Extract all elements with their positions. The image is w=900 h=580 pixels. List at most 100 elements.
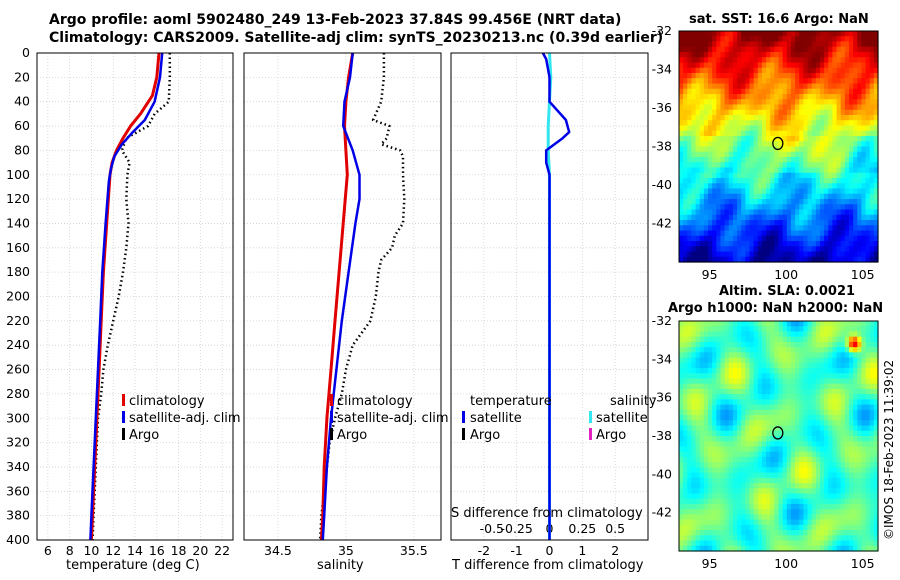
- sst-map-x-tick: 100: [774, 267, 798, 282]
- y-tick-label: 160: [6, 240, 30, 255]
- x-tick-label: 14: [127, 543, 143, 558]
- legend-label: satellite-adj. clim: [129, 411, 241, 426]
- s-tick-label: -0.5: [480, 521, 504, 536]
- legend-swatch: [462, 411, 465, 423]
- climatology-title: Climatology: CARS2009. Satellite-adj cli…: [49, 30, 664, 46]
- legend-label: Argo: [129, 428, 159, 443]
- legend-swatch: [330, 411, 333, 423]
- y-tick-label: 300: [6, 410, 30, 425]
- sla-map-y-tick: -32: [652, 313, 672, 328]
- y-tick-label: 120: [6, 191, 30, 206]
- x-tick-label: 22: [214, 543, 230, 558]
- temperature-axis-label: temperature (deg C): [66, 558, 200, 573]
- legend-label: Argo: [470, 428, 500, 443]
- y-tick-label: 100: [6, 167, 30, 182]
- y-tick-label: 80: [14, 142, 30, 157]
- t-diff-satellite-line: [541, 52, 571, 540]
- panel-frame: [243, 52, 442, 541]
- sst-map-y-tick: -36: [652, 100, 672, 115]
- t-difference-axis-label: T difference from climatology: [452, 558, 644, 573]
- sla-map-frame: [678, 320, 879, 552]
- x-tick-label: 2: [611, 543, 619, 558]
- sla-map-x-tick: 100: [774, 556, 798, 571]
- legend-swatch: [589, 411, 592, 423]
- y-tick-label: 240: [6, 337, 30, 352]
- legend-label: satellite: [470, 411, 522, 426]
- x-tick-label: 8: [66, 543, 74, 558]
- legend-swatch: [122, 411, 125, 423]
- legend-swatch: [462, 428, 465, 440]
- legend-temperature-title: temperature: [470, 394, 552, 409]
- panel-frame: [36, 52, 234, 541]
- x-tick-label: 35.5: [400, 543, 428, 558]
- legend-label: satellite-adj. clim: [337, 411, 449, 426]
- x-tick-label: 34.5: [264, 543, 292, 558]
- sla-map-title-2: Argo h1000: NaN h2000: NaN: [668, 301, 884, 316]
- y-tick-label: 200: [6, 289, 30, 304]
- y-tick-label: 320: [6, 435, 30, 450]
- sla-map-field: [679, 321, 879, 552]
- x-tick-label: 6: [44, 543, 52, 558]
- sla-map-x-tick: 95: [702, 556, 718, 571]
- legend-label: Argo: [596, 428, 626, 443]
- sst-map-y-tick: -40: [652, 177, 672, 192]
- sla-map-x-tick: 105: [851, 556, 875, 571]
- legend-salinity-title: salinity: [610, 394, 657, 409]
- x-tick-label: 10: [83, 543, 99, 558]
- y-tick-label: 140: [6, 215, 30, 230]
- x-tick-label: 0: [546, 543, 554, 558]
- legend-label: satellite: [596, 411, 648, 426]
- s-tick-label: 0.25: [568, 521, 596, 536]
- y-tick-label: 60: [14, 118, 30, 133]
- y-tick-label: 340: [6, 459, 30, 474]
- sst-map-title: sat. SST: 16.6 Argo: NaN: [689, 12, 869, 27]
- sst-map-argo-marker: [772, 136, 784, 151]
- sst-map-x-tick: 105: [851, 267, 875, 282]
- legend-swatch: [122, 428, 125, 440]
- salinity-axis-label: salinity: [317, 558, 364, 573]
- legend-swatch: [589, 428, 592, 440]
- x-tick-label: 20: [192, 543, 208, 558]
- sla-map-y-tick: -38: [652, 428, 672, 443]
- y-tick-label: 220: [6, 313, 30, 328]
- legend-swatch: [122, 394, 125, 406]
- legend-swatch: [330, 394, 333, 406]
- y-tick-label: 360: [6, 483, 30, 498]
- x-tick-label: 1: [578, 543, 586, 558]
- x-tick-label: -2: [478, 543, 490, 558]
- legend-label: Argo: [337, 428, 367, 443]
- sst-map-y-tick: -42: [652, 216, 672, 231]
- y-tick-label: 280: [6, 386, 30, 401]
- temp-satellite-line: [89, 52, 164, 541]
- s-tick-label: 0.5: [605, 521, 625, 536]
- legend-label: climatology: [129, 394, 205, 409]
- sst-map-y-tick: -34: [652, 62, 672, 77]
- x-tick-label: 35: [338, 543, 354, 558]
- x-tick-label: 16: [149, 543, 165, 558]
- x-tick-label: -1: [510, 543, 522, 558]
- s-difference-axis-label: S difference from climatology: [451, 506, 643, 521]
- y-tick-label: 400: [6, 532, 30, 547]
- sal-climatology-line: [319, 52, 355, 541]
- x-tick-label: 18: [171, 543, 187, 558]
- y-tick-label: 260: [6, 362, 30, 377]
- s-tick-label: -0.25: [500, 521, 532, 536]
- sla-map-y-tick: -40: [652, 466, 672, 481]
- y-tick-label: 180: [6, 264, 30, 279]
- y-tick-label: 0: [22, 45, 30, 60]
- sst-map-y-tick: -32: [652, 23, 672, 38]
- x-tick-label: 12: [105, 543, 121, 558]
- profile-title: Argo profile: aoml 5902480_249 13-Feb-20…: [49, 12, 622, 28]
- sla-map-title-1: Altim. SLA: 0.0021: [719, 284, 856, 299]
- sal-satellite-line: [321, 52, 361, 541]
- legend-label: climatology: [337, 394, 413, 409]
- sla-map-argo-marker: [772, 426, 784, 440]
- y-tick-label: 380: [6, 508, 30, 523]
- sst-map-x-tick: 95: [702, 267, 718, 282]
- sst-map-y-tick: -38: [652, 139, 672, 154]
- copyright-stamp: ©IMOS 18-Feb-2023 11:39:02: [882, 359, 896, 540]
- sst-map-frame: [678, 30, 879, 263]
- sst-map-field: [679, 31, 879, 263]
- y-tick-label: 20: [14, 69, 30, 84]
